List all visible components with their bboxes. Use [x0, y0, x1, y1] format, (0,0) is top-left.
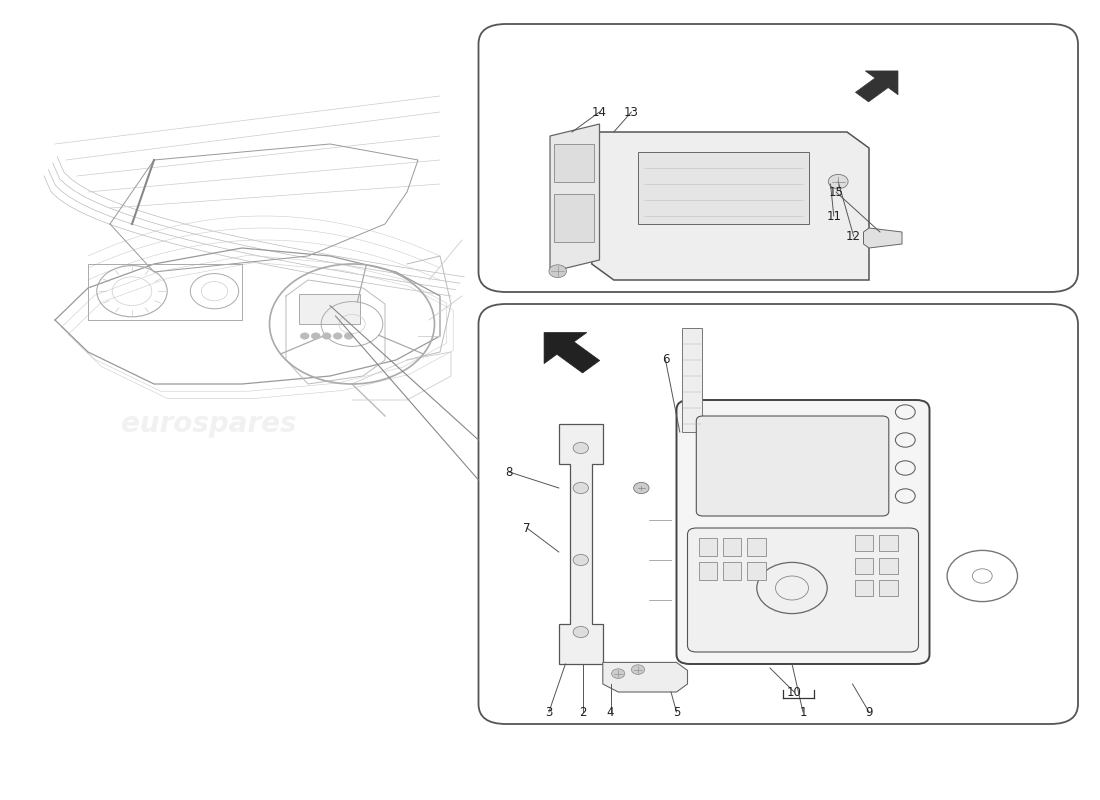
- Bar: [698, 538, 717, 556]
- Circle shape: [828, 174, 848, 189]
- Text: 12: 12: [846, 230, 861, 242]
- Text: eurospares: eurospares: [685, 156, 844, 180]
- Text: 7: 7: [524, 522, 530, 534]
- Bar: [879, 580, 898, 596]
- Polygon shape: [550, 124, 600, 272]
- Text: 10: 10: [786, 686, 802, 698]
- Circle shape: [333, 333, 342, 339]
- Bar: [554, 194, 594, 242]
- Bar: [747, 538, 766, 556]
- Text: 5: 5: [673, 706, 680, 718]
- Polygon shape: [864, 228, 902, 248]
- FancyBboxPatch shape: [688, 528, 918, 652]
- Polygon shape: [856, 71, 898, 102]
- Bar: [879, 558, 898, 574]
- FancyBboxPatch shape: [676, 400, 930, 664]
- Circle shape: [322, 333, 331, 339]
- Text: 11: 11: [826, 210, 842, 222]
- Circle shape: [612, 669, 625, 678]
- Text: 8: 8: [506, 466, 513, 478]
- Circle shape: [573, 482, 588, 494]
- Bar: [747, 562, 766, 580]
- Text: 9: 9: [866, 706, 872, 718]
- Circle shape: [311, 333, 320, 339]
- Circle shape: [573, 626, 588, 638]
- Text: eurospares: eurospares: [121, 410, 297, 438]
- Bar: [723, 562, 741, 580]
- FancyBboxPatch shape: [478, 304, 1078, 724]
- Circle shape: [549, 265, 566, 278]
- Circle shape: [573, 554, 588, 566]
- Bar: [682, 328, 702, 432]
- Text: 3: 3: [546, 706, 552, 718]
- Text: 13: 13: [624, 106, 639, 118]
- Text: 1: 1: [800, 706, 806, 718]
- Circle shape: [300, 333, 309, 339]
- Bar: [723, 538, 741, 556]
- Text: eurospares: eurospares: [685, 516, 844, 540]
- Polygon shape: [592, 132, 869, 280]
- Bar: [855, 580, 873, 596]
- Text: 15: 15: [828, 186, 844, 198]
- Bar: [638, 152, 808, 224]
- Bar: [299, 294, 360, 324]
- Circle shape: [634, 482, 649, 494]
- Polygon shape: [559, 424, 603, 664]
- FancyBboxPatch shape: [478, 24, 1078, 292]
- Bar: [855, 535, 873, 551]
- Text: 14: 14: [592, 106, 607, 118]
- Bar: [698, 562, 717, 580]
- Text: 2: 2: [580, 706, 586, 718]
- Circle shape: [573, 442, 588, 454]
- Circle shape: [631, 665, 645, 674]
- Circle shape: [344, 333, 353, 339]
- Bar: [855, 558, 873, 574]
- Text: 4: 4: [607, 706, 614, 718]
- Text: 6: 6: [662, 354, 669, 366]
- Bar: [554, 144, 594, 182]
- Bar: [879, 535, 898, 551]
- Polygon shape: [603, 662, 688, 692]
- FancyBboxPatch shape: [696, 416, 889, 516]
- Polygon shape: [544, 333, 600, 373]
